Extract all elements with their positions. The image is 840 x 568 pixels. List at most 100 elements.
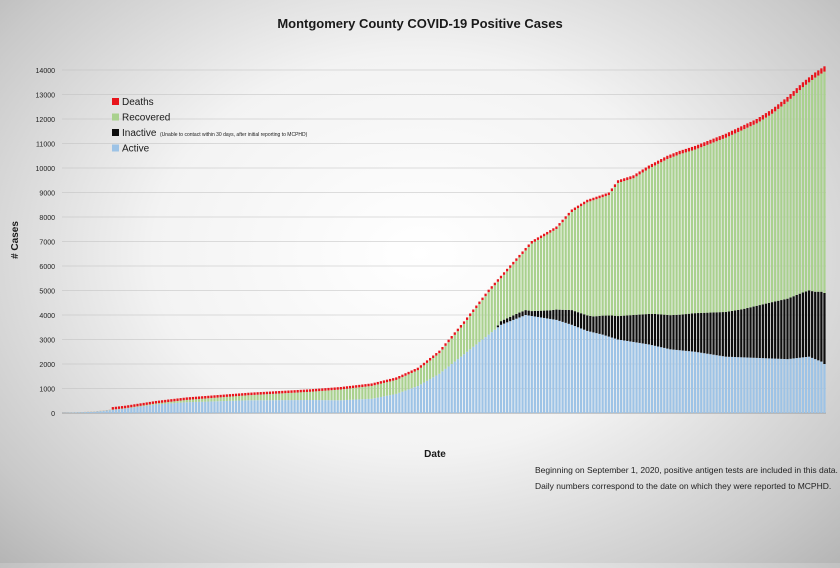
- bar-active: [823, 364, 825, 413]
- bar-deaths: [260, 392, 262, 395]
- bar-active: [306, 400, 308, 413]
- bar-active: [611, 338, 613, 413]
- bar-recovered: [771, 114, 773, 302]
- y-tick-label: 1000: [39, 387, 55, 394]
- bar-inactive: [534, 311, 536, 317]
- bar-inactive: [786, 299, 788, 359]
- bar-deaths: [660, 159, 662, 162]
- bar-recovered: [272, 394, 274, 400]
- bar-recovered: [602, 197, 604, 315]
- bar-deaths: [669, 155, 671, 158]
- bar-recovered: [321, 391, 323, 400]
- bar-recovered: [497, 282, 499, 326]
- bar-active: [796, 358, 798, 413]
- bar-active: [404, 391, 406, 413]
- bar-deaths: [220, 395, 222, 398]
- bar-inactive: [586, 315, 588, 331]
- bar-active: [481, 340, 483, 414]
- bar-active: [629, 341, 631, 413]
- bar-active: [589, 332, 591, 413]
- bar-recovered: [441, 349, 443, 371]
- bar-active: [130, 408, 132, 413]
- bar-active: [189, 402, 191, 413]
- bar-active: [371, 399, 373, 413]
- bar-inactive: [583, 314, 585, 329]
- bar-deaths: [371, 383, 373, 386]
- bar-deaths: [512, 262, 514, 265]
- bar-recovered: [648, 169, 650, 314]
- bar-active: [820, 362, 822, 413]
- bar-active: [543, 318, 545, 413]
- bar-recovered: [521, 254, 523, 311]
- bar-recovered: [617, 183, 619, 316]
- bar-inactive: [509, 317, 511, 321]
- bar-inactive: [562, 310, 564, 322]
- bar-active: [238, 401, 240, 413]
- bar-recovered: [293, 393, 295, 400]
- y-tick-label: 12000: [36, 117, 56, 124]
- bar-active: [318, 400, 320, 413]
- bar-deaths: [518, 255, 520, 258]
- bar-recovered: [195, 399, 197, 402]
- bar-inactive: [537, 311, 539, 317]
- bar-recovered: [672, 157, 674, 315]
- bar-active: [327, 400, 329, 413]
- bar-active: [195, 402, 197, 413]
- bar-recovered: [269, 394, 271, 400]
- bar-recovered: [152, 404, 154, 405]
- bar-inactive: [777, 301, 779, 359]
- bar-active: [121, 409, 123, 413]
- bar-recovered: [759, 121, 761, 305]
- bar-deaths: [765, 113, 767, 117]
- bar-recovered: [491, 289, 493, 332]
- bar-recovered: [780, 106, 782, 300]
- bar-deaths: [694, 146, 696, 150]
- bar-deaths: [491, 286, 493, 289]
- bar-inactive: [740, 309, 742, 357]
- bar-deaths: [700, 144, 702, 148]
- bar-deaths: [401, 375, 403, 378]
- bar-deaths: [549, 230, 551, 233]
- bar-active: [540, 317, 542, 413]
- bar-inactive: [608, 316, 610, 337]
- bar-deaths: [315, 389, 317, 392]
- bar-active: [494, 330, 496, 413]
- bar-inactive: [642, 314, 644, 343]
- bar-active: [660, 347, 662, 413]
- bar-recovered: [660, 162, 662, 314]
- bar-recovered: [620, 182, 622, 316]
- bar-recovered: [669, 158, 671, 315]
- footnote-reporting: Daily numbers correspond to the date on …: [535, 481, 831, 491]
- bar-active: [605, 336, 607, 413]
- bar-inactive: [805, 291, 807, 357]
- bar-active: [595, 333, 597, 413]
- bar-active: [768, 358, 770, 413]
- bar-deaths: [229, 394, 231, 397]
- bar-inactive: [580, 313, 582, 328]
- bar-active: [367, 399, 369, 413]
- bar-active: [639, 343, 641, 413]
- bar-inactive: [617, 316, 619, 339]
- bar-recovered: [389, 381, 391, 395]
- bar-inactive: [756, 306, 758, 358]
- bar-recovered: [352, 388, 354, 400]
- bar-recovered: [183, 400, 185, 402]
- bar-deaths: [716, 137, 718, 141]
- bar-active: [571, 325, 573, 413]
- bar-deaths: [324, 388, 326, 391]
- bar-deaths: [435, 353, 437, 356]
- bar-recovered: [235, 396, 237, 400]
- bar-deaths: [330, 388, 332, 391]
- bar-deaths: [281, 391, 283, 394]
- bar-deaths: [712, 139, 714, 143]
- bar-recovered: [666, 159, 668, 315]
- bar-active: [78, 412, 80, 413]
- bar-inactive: [774, 301, 776, 358]
- y-tick-label: 3000: [39, 338, 55, 345]
- bar-inactive: [725, 312, 727, 357]
- bar-active: [632, 342, 634, 413]
- bar-deaths: [598, 196, 600, 199]
- bar-inactive: [685, 314, 687, 351]
- bar-inactive: [592, 316, 594, 332]
